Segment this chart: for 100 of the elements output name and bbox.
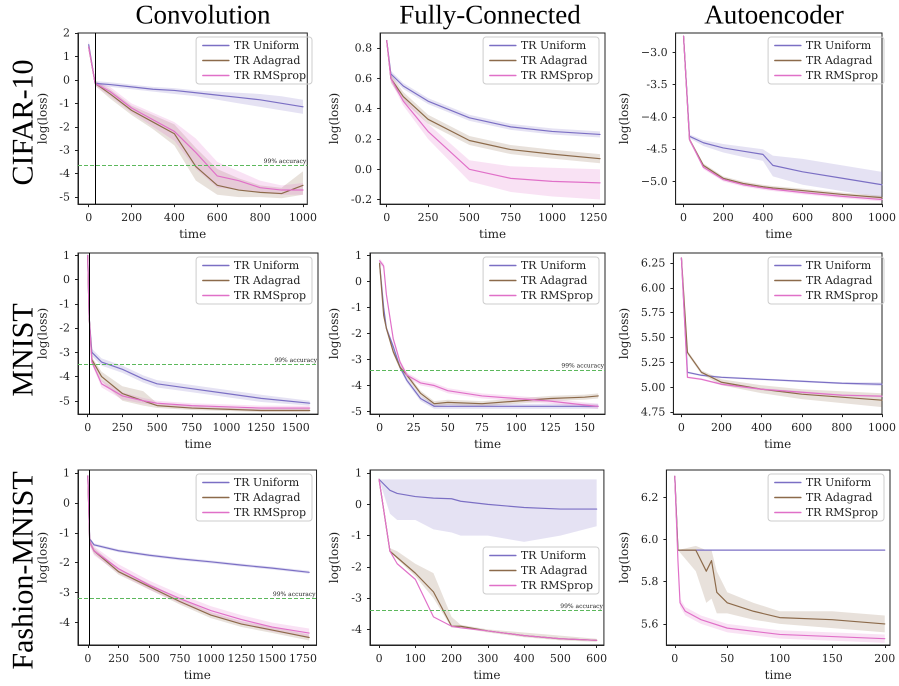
x-tick-label: 0 xyxy=(84,421,92,434)
x-tick-label: 1250 xyxy=(228,652,256,665)
y-tick-label: 5.6 xyxy=(640,617,658,630)
y-tick-label: 0 xyxy=(355,498,362,511)
y-tick-label: 1 xyxy=(355,249,362,262)
legend-label: TR Adagrad xyxy=(806,274,872,287)
y-tick-label: -2 xyxy=(351,560,362,574)
legend-label: TR RMSprop xyxy=(806,506,878,519)
x-tick-label: 750 xyxy=(170,652,191,665)
x-tick-label: 800 xyxy=(832,211,853,224)
y-axis-title: log(loss) xyxy=(617,92,631,144)
x-tick-label: 1000 xyxy=(538,211,566,224)
y-tick-label: -2 xyxy=(59,556,70,570)
x-tick-label: 200 xyxy=(712,211,734,224)
legend-label: TR RMSprop xyxy=(520,579,594,592)
y-tick-label: 0 xyxy=(63,273,70,286)
y-tick-label: -5 xyxy=(59,190,70,204)
y-tick-label: 2 xyxy=(63,26,70,40)
legend-label: TR Uniform xyxy=(806,39,872,52)
y-tick-label: 1 xyxy=(63,50,70,63)
y-tick-label: -2 xyxy=(59,322,70,335)
y-tick-label: 0.8 xyxy=(354,42,372,55)
y-tick-label: -1 xyxy=(59,96,70,110)
y-tick-label: 5.00 xyxy=(640,380,666,394)
chart-title: Fully-Connected xyxy=(399,0,582,30)
x-tick-label: 1250 xyxy=(579,211,608,224)
x-tick-label: 1500 xyxy=(258,652,286,665)
x-tick-label: 0 xyxy=(376,652,383,665)
y-tick-label: -4.5 xyxy=(646,142,668,156)
legend-label: TR RMSprop xyxy=(520,69,594,82)
legend-label: TR Uniform xyxy=(520,549,587,562)
x-tick-label: 150 xyxy=(822,652,843,665)
y-tick-label: -0.2 xyxy=(350,193,372,206)
y-tick-label: 6.2 xyxy=(640,490,658,504)
x-axis-title: time xyxy=(765,227,792,241)
x-tick-label: 1750 xyxy=(289,652,318,665)
x-tick-label: 200 xyxy=(711,421,732,434)
y-tick-label: 1 xyxy=(355,466,362,480)
x-tick-label: 600 xyxy=(791,421,812,434)
legend-label: TR RMSprop xyxy=(806,289,878,302)
x-tick-label: 50 xyxy=(440,421,455,434)
x-tick-label: 100 xyxy=(769,652,790,665)
x-tick-label: 25 xyxy=(406,421,421,434)
x-tick-label: 800 xyxy=(831,421,852,434)
y-tick-label: −3.0 xyxy=(640,46,668,59)
legend-label: TR Adagrad xyxy=(520,564,588,577)
y-axis-title: log(loss) xyxy=(327,92,341,144)
x-tick-label: 400 xyxy=(752,211,774,224)
x-tick-label: 1000 xyxy=(868,211,896,224)
x-tick-label: 300 xyxy=(477,652,498,665)
x-tick-label: 250 xyxy=(112,421,133,434)
y-tick-label: 1 xyxy=(63,248,70,262)
x-tick-label: 750 xyxy=(181,421,202,434)
x-tick-label: 1000 xyxy=(212,421,240,434)
x-tick-label: 0 xyxy=(376,421,384,434)
y-tick-label: 5.8 xyxy=(640,575,658,588)
legend-label: TR Uniform xyxy=(806,259,872,272)
legend-label: TR RMSprop xyxy=(806,69,878,82)
x-tick-label: 750 xyxy=(500,211,522,224)
y-tick-label: -4 xyxy=(59,370,70,384)
x-tick-label: 150 xyxy=(574,421,596,434)
x-tick-label: 250 xyxy=(108,652,130,665)
y-tick-label: -4 xyxy=(351,379,362,392)
x-tick-label: 0 xyxy=(85,211,92,224)
x-tick-label: 1000 xyxy=(196,652,225,665)
x-tick-label: 500 xyxy=(458,211,480,224)
y-axis-title: log(loss) xyxy=(35,308,50,360)
legend-label: TR Adagrad xyxy=(234,491,300,504)
y-tick-label: 1 xyxy=(63,466,70,480)
y-tick-label: −5.0 xyxy=(640,175,668,188)
x-axis-title: time xyxy=(764,437,792,451)
y-tick-label: 6.0 xyxy=(640,533,658,546)
x-tick-label: 500 xyxy=(146,421,168,434)
y-tick-label: -1 xyxy=(59,297,70,310)
y-tick-label: 5.50 xyxy=(640,331,666,344)
chart-title: Autoencoder xyxy=(704,0,844,30)
y-tick-label: -3.5 xyxy=(646,78,668,92)
y-axis-title: log(loss) xyxy=(35,92,50,144)
x-axis-title: time xyxy=(179,227,206,241)
x-tick-label: 0 xyxy=(383,211,390,224)
y-axis-title: log(loss) xyxy=(327,308,341,360)
x-tick-label: 125 xyxy=(540,421,561,434)
y-tick-label: -2 xyxy=(351,327,362,340)
x-axis-title: time xyxy=(764,668,792,682)
y-axis-title: log(loss) xyxy=(327,532,341,584)
x-tick-label: 0 xyxy=(678,421,685,434)
legend-label: TR Adagrad xyxy=(806,491,872,504)
legend-label: TR Adagrad xyxy=(806,54,872,67)
y-tick-label: -2 xyxy=(59,120,70,134)
legend-label: TR RMSprop xyxy=(234,289,306,302)
legend-label: TR Uniform xyxy=(234,259,300,272)
y-tick-label: -4 xyxy=(351,622,362,636)
y-tick-label: -5 xyxy=(351,405,362,418)
x-axis-title: time xyxy=(184,668,211,682)
y-tick-label: -3 xyxy=(59,144,70,157)
y-tick-label: 0.0 xyxy=(354,162,372,176)
chart-title: Convolution xyxy=(135,0,272,30)
legend-label: TR Adagrad xyxy=(520,54,588,67)
legend-label: TR Adagrad xyxy=(520,274,588,287)
y-tick-label: -4 xyxy=(59,616,70,630)
